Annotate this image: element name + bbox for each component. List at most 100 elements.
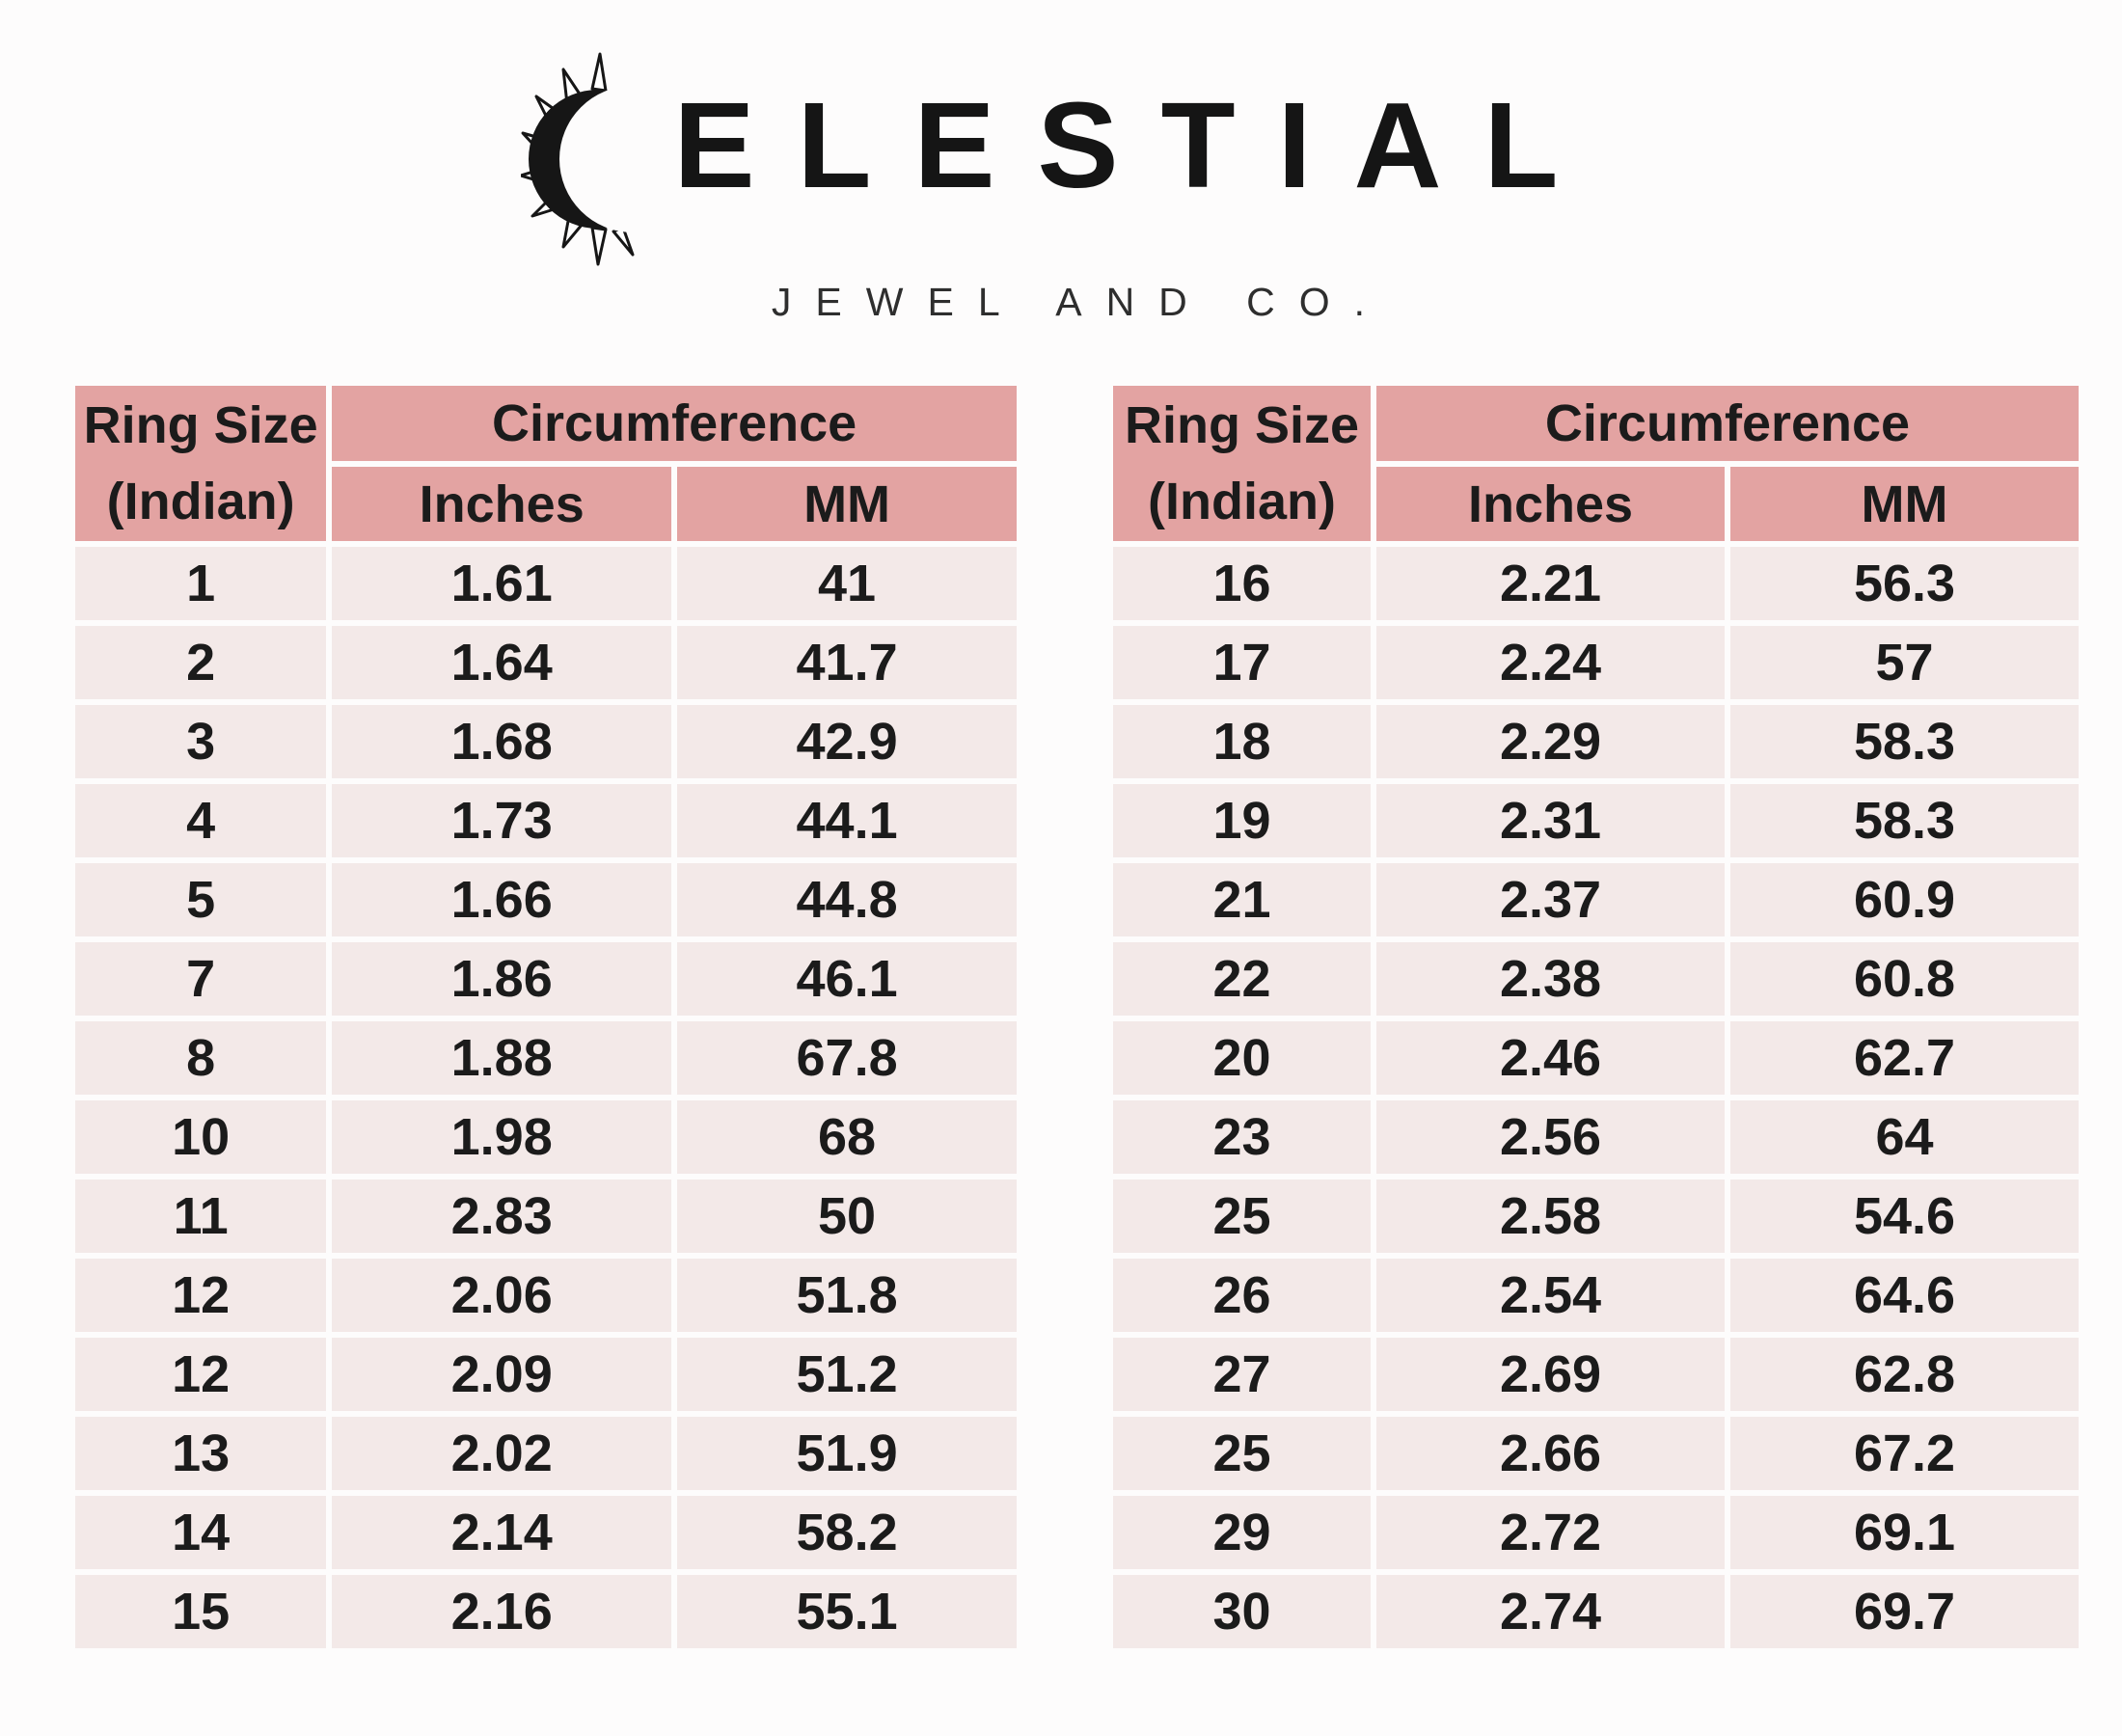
table-cell: 27 xyxy=(1113,1338,1372,1411)
table-cell: 25 xyxy=(1113,1180,1372,1253)
table-cell: 2.83 xyxy=(332,1180,672,1253)
table-cell: 10 xyxy=(75,1100,327,1174)
table-cell: 2.38 xyxy=(1376,942,1725,1016)
table-row: 18 2.29 58.3 xyxy=(1113,705,2079,778)
table-cell: 64.6 xyxy=(1730,1259,2079,1332)
table-cell: 2 xyxy=(75,626,327,699)
table-cell: 22 xyxy=(1113,942,1372,1016)
table-row: 7 1.86 46.1 xyxy=(75,942,1017,1016)
table-cell: 69.7 xyxy=(1730,1575,2079,1648)
table-cell: 12 xyxy=(75,1338,327,1411)
size-tables: Ring Size (Indian) Circumference Inches … xyxy=(69,380,2084,1654)
table-row: 11 2.83 50 xyxy=(75,1180,1017,1253)
table-cell: 62.7 xyxy=(1730,1021,2079,1095)
table-row: 16 2.21 56.3 xyxy=(1113,547,2079,620)
table-cell: 51.8 xyxy=(677,1259,1017,1332)
table-cell: 2.09 xyxy=(332,1338,672,1411)
table-cell: 51.2 xyxy=(677,1338,1017,1411)
inches-header: Inches xyxy=(332,467,672,541)
table-cell: 2.29 xyxy=(1376,705,1725,778)
mm-header: MM xyxy=(677,467,1017,541)
table-cell: 11 xyxy=(75,1180,327,1253)
table-cell: 18 xyxy=(1113,705,1372,778)
table-row: 21 2.37 60.9 xyxy=(1113,863,2079,936)
ring-size-header-line2: (Indian) xyxy=(106,472,295,530)
table-cell: 4 xyxy=(75,784,327,857)
table-cell: 55.1 xyxy=(677,1575,1017,1648)
circumference-header: Circumference xyxy=(332,386,1017,461)
mm-header: MM xyxy=(1730,467,2079,541)
table-cell: 1.86 xyxy=(332,942,672,1016)
table-cell: 3 xyxy=(75,705,327,778)
ring-size-header-line2: (Indian) xyxy=(1148,472,1336,530)
table-cell: 26 xyxy=(1113,1259,1372,1332)
ring-size-table-right: Ring Size (Indian) Circumference Inches … xyxy=(1107,380,2084,1654)
table-cell: 62.8 xyxy=(1730,1338,2079,1411)
circumference-header: Circumference xyxy=(1376,386,2079,461)
table-row: 15 2.16 55.1 xyxy=(75,1575,1017,1648)
table-row: 12 2.06 51.8 xyxy=(75,1259,1017,1332)
table-cell: 19 xyxy=(1113,784,1372,857)
sun-crescent-icon xyxy=(521,52,668,266)
table-cell: 2.02 xyxy=(332,1417,672,1490)
table-cell: 13 xyxy=(75,1417,327,1490)
table-cell: 58.3 xyxy=(1730,784,2079,857)
table-cell: 64 xyxy=(1730,1100,2079,1174)
ring-size-header: Ring Size (Indian) xyxy=(75,386,327,541)
brand-tagline: JEWEL AND CO. xyxy=(771,280,1390,324)
table-cell: 1.88 xyxy=(332,1021,672,1095)
table-cell: 57 xyxy=(1730,626,2079,699)
table-row: 29 2.72 69.1 xyxy=(1113,1496,2079,1569)
table-row: 30 2.74 69.7 xyxy=(1113,1575,2079,1648)
table-row: 27 2.69 62.8 xyxy=(1113,1338,2079,1411)
table-cell: 2.58 xyxy=(1376,1180,1725,1253)
table-cell: 56.3 xyxy=(1730,547,2079,620)
table-cell: 2.54 xyxy=(1376,1259,1725,1332)
table-row: 22 2.38 60.8 xyxy=(1113,942,2079,1016)
table-cell: 8 xyxy=(75,1021,327,1095)
table-cell: 42.9 xyxy=(677,705,1017,778)
table-row: 19 2.31 58.3 xyxy=(1113,784,2079,857)
table-cell: 1.61 xyxy=(332,547,672,620)
table-cell: 60.8 xyxy=(1730,942,2079,1016)
table-cell: 12 xyxy=(75,1259,327,1332)
ring-size-header-line1: Ring Size xyxy=(83,396,318,455)
inches-header: Inches xyxy=(1376,467,1725,541)
table-cell: 54.6 xyxy=(1730,1180,2079,1253)
table-row: 26 2.54 64.6 xyxy=(1113,1259,2079,1332)
table-cell: 21 xyxy=(1113,863,1372,936)
table-cell: 2.14 xyxy=(332,1496,672,1569)
table-cell: 44.1 xyxy=(677,784,1017,857)
table-cell: 2.06 xyxy=(332,1259,672,1332)
table-cell: 29 xyxy=(1113,1496,1372,1569)
table-cell: 23 xyxy=(1113,1100,1372,1174)
table-cell: 41 xyxy=(677,547,1017,620)
table-cell: 17 xyxy=(1113,626,1372,699)
table-cell: 50 xyxy=(677,1180,1017,1253)
table-cell: 1.64 xyxy=(332,626,672,699)
table-cell: 15 xyxy=(75,1575,327,1648)
table-row: 3 1.68 42.9 xyxy=(75,705,1017,778)
table-cell: 14 xyxy=(75,1496,327,1569)
table-row: 20 2.46 62.7 xyxy=(1113,1021,2079,1095)
table-cell: 60.9 xyxy=(1730,863,2079,936)
table-cell: 1.73 xyxy=(332,784,672,857)
table-row: 2 1.64 41.7 xyxy=(75,626,1017,699)
table-row: 5 1.66 44.8 xyxy=(75,863,1017,936)
table-cell: 30 xyxy=(1113,1575,1372,1648)
table-cell: 2.66 xyxy=(1376,1417,1725,1490)
table-cell: 67.2 xyxy=(1730,1417,2079,1490)
table-row: 8 1.88 67.8 xyxy=(75,1021,1017,1095)
ring-size-table-left: Ring Size (Indian) Circumference Inches … xyxy=(69,380,1022,1654)
table-cell: 67.8 xyxy=(677,1021,1017,1095)
table-cell: 2.37 xyxy=(1376,863,1725,936)
table-cell: 7 xyxy=(75,942,327,1016)
table-row: 25 2.58 54.6 xyxy=(1113,1180,2079,1253)
table-row: 23 2.56 64 xyxy=(1113,1100,2079,1174)
table-row: 17 2.24 57 xyxy=(1113,626,2079,699)
table-cell: 2.46 xyxy=(1376,1021,1725,1095)
table-cell: 46.1 xyxy=(677,942,1017,1016)
table-cell: 2.56 xyxy=(1376,1100,1725,1174)
ring-size-header: Ring Size (Indian) xyxy=(1113,386,1372,541)
table-cell: 1.98 xyxy=(332,1100,672,1174)
